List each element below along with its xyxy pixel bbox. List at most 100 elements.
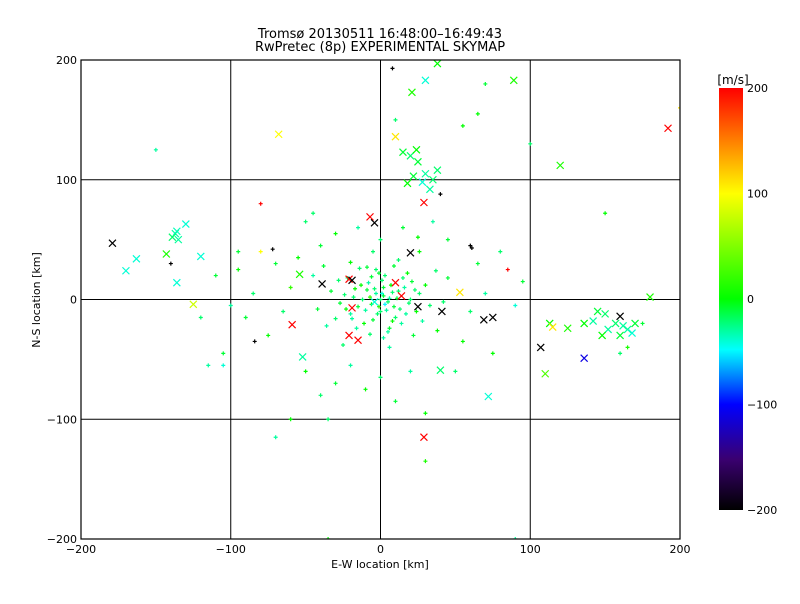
data-point-small — [366, 280, 371, 285]
y-tick-labels: −200 −100 0 100 200 — [47, 54, 77, 546]
colorbar — [719, 88, 743, 510]
data-point-small — [483, 291, 488, 296]
data-point-small — [412, 287, 417, 292]
data-point-small — [356, 304, 361, 309]
x-tick-label: 100 — [520, 543, 541, 556]
data-point-small — [354, 326, 359, 331]
data-point-large — [288, 320, 297, 329]
data-point-small — [483, 81, 488, 86]
data-point-small — [365, 287, 370, 292]
data-point-large — [421, 169, 430, 178]
data-point-small — [390, 319, 395, 324]
data-point-large — [601, 309, 610, 318]
chart-title: Tromsø 20130511 16:48:00–16:49:43 — [257, 27, 502, 42]
data-point-small — [351, 295, 356, 300]
data-point-small — [365, 265, 370, 270]
colorbar-tick-label: 100 — [747, 188, 768, 201]
data-point-small — [321, 263, 326, 268]
data-point-large — [172, 227, 181, 236]
data-point-small — [406, 301, 411, 306]
data-point-large — [425, 185, 434, 194]
data-point-small — [311, 273, 316, 278]
data-point-large — [345, 331, 353, 340]
data-point-small — [468, 243, 473, 248]
data-point-small — [375, 311, 380, 316]
data-point-small — [381, 335, 386, 340]
data-point-large — [409, 172, 418, 181]
data-point-small — [420, 319, 425, 324]
data-point-small — [168, 261, 173, 266]
data-point-small — [513, 303, 518, 308]
data-point-large — [598, 331, 607, 340]
data-point-small — [324, 323, 329, 328]
data-point-small — [348, 260, 353, 265]
data-point-small — [460, 339, 465, 344]
data-point-large — [556, 161, 565, 170]
data-point-large — [418, 178, 427, 187]
data-point-small — [678, 105, 680, 110]
data-point-small — [329, 289, 334, 294]
data-point-large — [406, 151, 415, 160]
data-point-small — [379, 278, 384, 283]
data-point-small — [430, 219, 435, 224]
data-point-small — [288, 285, 293, 290]
data-point-small — [381, 285, 386, 290]
data-point-small — [445, 237, 450, 242]
data-point-small — [374, 267, 379, 272]
data-point-large — [397, 291, 406, 300]
data-point-small — [408, 369, 413, 374]
data-point-small — [490, 351, 495, 356]
data-point-small — [288, 417, 293, 422]
x-tick-labels: −200 −100 0 100 200 — [66, 543, 691, 556]
data-point-small — [378, 297, 383, 302]
data-point-small — [368, 332, 373, 337]
data-point-small — [359, 283, 364, 288]
data-point-large — [563, 324, 572, 333]
data-point-small — [252, 339, 257, 344]
data-point-large — [616, 331, 625, 340]
data-point-large — [593, 307, 602, 316]
data-point-small — [387, 345, 392, 350]
data-point-small — [475, 261, 480, 266]
y-axis-label: N-S location [km] — [30, 252, 43, 348]
data-point-large — [366, 212, 374, 221]
data-point-small — [356, 225, 361, 230]
data-point-large — [619, 321, 628, 330]
x-tick-label: 0 — [377, 543, 384, 556]
data-point-small — [453, 369, 458, 374]
data-point-small — [353, 286, 358, 291]
data-point-small — [603, 211, 608, 216]
data-point-small — [435, 328, 440, 333]
data-point-large — [628, 329, 637, 337]
data-point-small — [363, 308, 368, 313]
data-point-large — [420, 433, 428, 442]
data-point-small — [399, 321, 404, 326]
data-point-small — [423, 283, 428, 288]
data-point-small — [427, 303, 432, 308]
data-point-small — [338, 301, 343, 306]
data-point-small — [528, 141, 533, 146]
data-point-large — [348, 276, 356, 285]
data-point-large — [421, 76, 430, 85]
y-tick-label: −200 — [47, 533, 77, 546]
data-point-small — [371, 317, 376, 322]
data-point-small — [438, 192, 443, 197]
data-point-large — [403, 179, 412, 188]
data-point-small — [333, 231, 338, 236]
data-point-large — [391, 278, 400, 287]
data-point-large — [274, 130, 283, 139]
data-point-small — [221, 351, 226, 356]
data-point-large — [536, 343, 545, 352]
data-point-small — [221, 363, 226, 368]
data-point-small — [374, 291, 379, 296]
data-point-large — [433, 166, 442, 175]
y-tick-label: 100 — [56, 174, 77, 187]
data-point-large — [370, 297, 379, 306]
data-point-small — [468, 309, 473, 314]
data-point-small — [258, 201, 263, 206]
data-point-small — [228, 303, 233, 308]
data-point-small — [402, 285, 407, 290]
data-point-small — [371, 249, 376, 254]
data-point-small — [273, 261, 278, 266]
data-point-large — [318, 280, 327, 288]
